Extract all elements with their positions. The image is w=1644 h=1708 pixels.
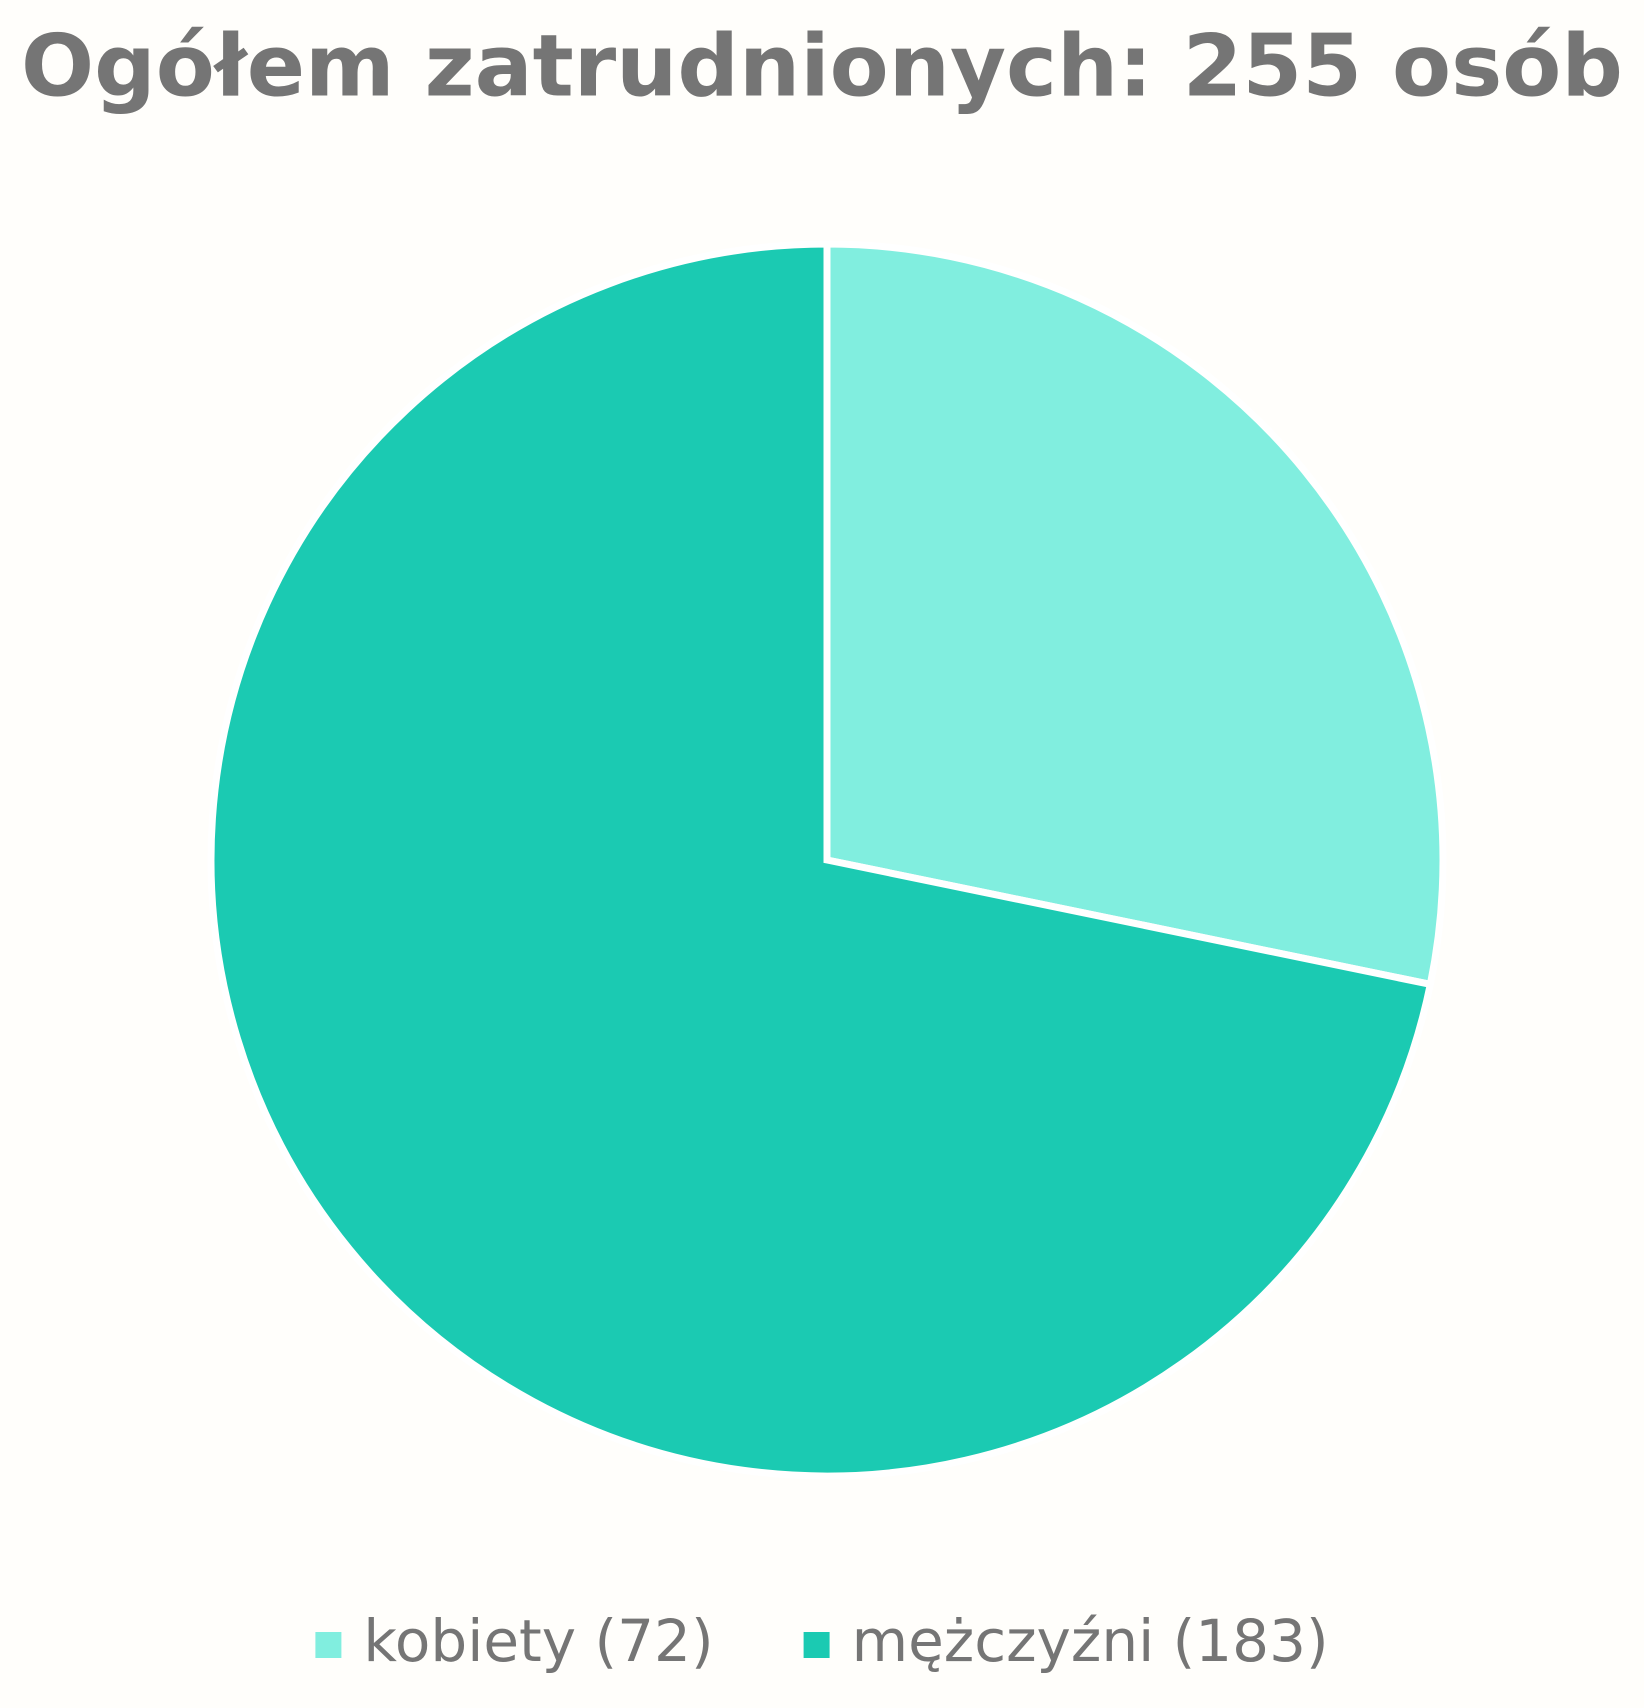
chart-title: Ogółem zatrudnionych: 255 osób — [21, 16, 1623, 116]
pie-slice — [207, 240, 1435, 1480]
legend-marker — [315, 1632, 342, 1658]
legend: kobiety (72) mężczyźni (183) — [315, 1607, 1329, 1675]
legend-label: kobiety (72) — [363, 1607, 713, 1675]
pie-slice — [823, 240, 1447, 989]
legend-marker — [803, 1632, 830, 1658]
legend-label: mężczyźni (183) — [852, 1607, 1329, 1675]
